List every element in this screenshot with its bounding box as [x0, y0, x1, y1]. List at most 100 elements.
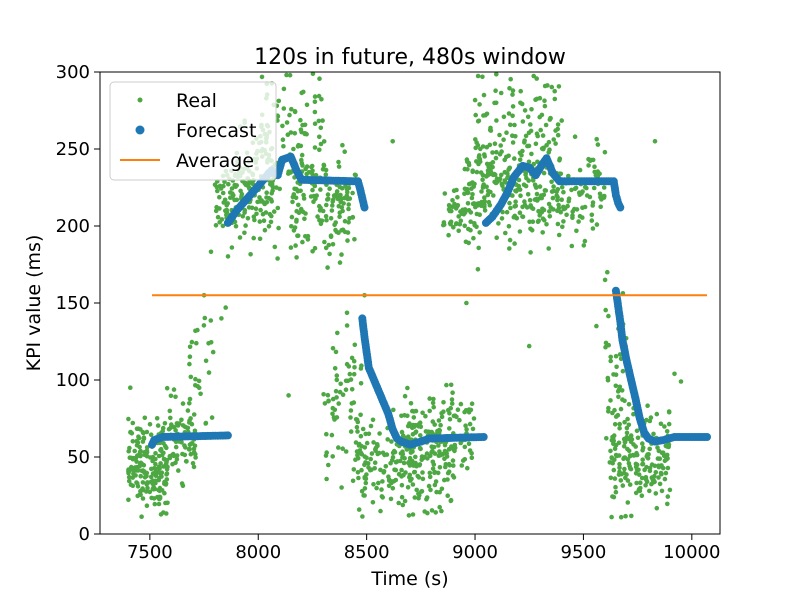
real-point	[522, 108, 528, 113]
real-point	[351, 400, 357, 405]
real-point	[399, 467, 404, 473]
real-point	[664, 452, 670, 458]
real-point	[466, 160, 472, 166]
real-point	[622, 398, 627, 404]
real-point	[657, 481, 663, 487]
real-point	[451, 475, 457, 480]
real-point	[195, 384, 200, 389]
real-point	[494, 149, 499, 155]
real-point	[467, 421, 473, 427]
real-point	[264, 195, 269, 200]
real-point	[493, 88, 498, 93]
real-point	[257, 219, 263, 224]
real-point	[325, 192, 331, 197]
real-point	[304, 102, 310, 108]
real-point	[390, 139, 396, 144]
real-point	[330, 242, 336, 247]
real-point	[480, 177, 485, 182]
real-point	[613, 383, 619, 389]
real-point	[339, 196, 344, 201]
real-point	[437, 449, 442, 454]
real-point	[460, 458, 466, 463]
real-point	[436, 430, 442, 436]
real-point	[544, 143, 549, 148]
real-point	[516, 177, 522, 183]
real-point	[475, 73, 481, 79]
real-point	[413, 422, 418, 428]
real-point	[540, 206, 545, 212]
real-point	[188, 451, 194, 457]
real-point	[258, 207, 263, 213]
real-point	[468, 210, 474, 215]
real-point	[344, 186, 350, 192]
real-point	[625, 446, 630, 452]
real-point	[316, 118, 322, 124]
real-point	[469, 455, 475, 461]
real-point	[224, 207, 229, 213]
real-point	[220, 190, 226, 196]
real-point	[418, 433, 423, 438]
real-point	[426, 483, 432, 489]
real-point	[337, 214, 342, 219]
real-point	[359, 467, 364, 473]
real-point	[475, 267, 481, 272]
real-point	[653, 491, 659, 496]
real-point	[461, 212, 467, 217]
real-point	[203, 421, 208, 426]
real-point	[430, 448, 435, 454]
real-point	[188, 441, 194, 447]
real-point	[572, 206, 577, 212]
real-point	[580, 205, 585, 210]
real-point	[472, 222, 478, 228]
real-point	[409, 424, 414, 429]
real-point	[510, 92, 515, 97]
real-point	[445, 470, 451, 476]
real-point	[227, 190, 233, 195]
real-point	[529, 151, 534, 157]
real-point	[436, 443, 441, 448]
real-point	[277, 186, 283, 192]
real-point	[462, 223, 468, 229]
real-point	[638, 485, 643, 491]
real-point	[617, 461, 622, 467]
real-point	[627, 436, 633, 441]
real-point	[584, 193, 590, 198]
real-point	[323, 167, 329, 173]
real-point	[312, 99, 318, 104]
real-point	[363, 460, 368, 465]
real-point	[468, 181, 474, 186]
real-point	[431, 462, 437, 467]
real-point	[400, 502, 406, 508]
real-point	[510, 104, 516, 109]
real-point	[404, 447, 410, 452]
real-point	[126, 474, 132, 480]
real-point	[533, 141, 539, 147]
real-point	[137, 444, 142, 450]
real-point	[608, 448, 613, 454]
real-point	[446, 232, 451, 238]
real-point	[462, 207, 468, 212]
real-point	[471, 201, 477, 206]
real-point	[302, 216, 307, 222]
real-point	[164, 445, 169, 451]
real-point	[611, 372, 616, 377]
real-point	[506, 111, 512, 116]
real-point	[427, 408, 433, 414]
real-point	[357, 448, 363, 453]
real-point	[497, 152, 503, 157]
real-point	[139, 514, 144, 519]
real-point	[466, 226, 471, 232]
real-point	[610, 410, 615, 416]
real-point	[511, 214, 517, 220]
real-point	[611, 438, 616, 444]
real-point	[390, 450, 396, 456]
real-point	[502, 169, 508, 175]
real-point	[622, 419, 627, 425]
real-point	[134, 464, 139, 470]
real-point	[548, 115, 553, 121]
real-point	[456, 214, 462, 219]
real-point	[325, 392, 331, 398]
real-point	[419, 489, 425, 494]
real-point	[555, 187, 561, 192]
real-point	[649, 462, 655, 467]
